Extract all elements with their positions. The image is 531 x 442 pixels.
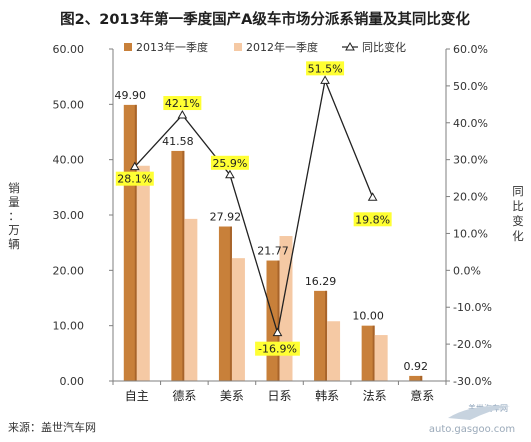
y2-tick-label: 0.0% — [453, 264, 481, 277]
yoy-marker — [272, 327, 283, 337]
yoy-marker — [129, 161, 140, 171]
yoy-label: 28.1% — [117, 173, 152, 186]
legend-label: 2013年一季度 — [136, 40, 208, 54]
y2-tick-label: 20.0% — [453, 191, 488, 204]
bar-2013q1-shade — [325, 290, 328, 381]
yoy-label-bg — [210, 155, 249, 170]
chart-title: 图2、2013年第一季度国产A级车市场分派系销量及其同比变化 — [60, 10, 470, 28]
y2-tick-label: -30.0% — [453, 375, 492, 388]
y2-axis-title-char: 化 — [512, 229, 524, 243]
bar-value-label: 21.77 — [257, 245, 289, 258]
bar-2012q1 — [231, 258, 245, 381]
y-tick-label: 20.00 — [53, 264, 85, 277]
yoy-label-bg — [306, 61, 345, 76]
bar-value-label: 16.29 — [305, 275, 337, 288]
y2-tick-label: -20.0% — [453, 338, 492, 351]
y-axis-left-title: 销量：万辆 — [8, 181, 20, 251]
y-tick-label: 30.00 — [53, 209, 85, 222]
y-tick-label: 60.00 — [53, 43, 85, 56]
bar-value-label: 0.92 — [403, 360, 428, 373]
legend-swatch — [234, 43, 242, 51]
yoy-label: 42.1% — [165, 97, 200, 110]
watermark-url: auto.gasgoo.com — [429, 424, 515, 435]
bar-2013q1 — [171, 150, 185, 381]
y-tick-label: 0.00 — [60, 375, 85, 388]
y2-axis-title-char: 变 — [512, 214, 524, 228]
x-category-label: 意系 — [410, 388, 434, 403]
bar-value-label: 27.92 — [210, 211, 242, 224]
y2-axis-title-char: 比 — [512, 199, 524, 213]
yoy-label: 19.8% — [355, 213, 390, 226]
y2-tick-label: 60.0% — [453, 43, 488, 56]
bar-2013q1 — [314, 290, 328, 381]
x-category-label: 美系 — [220, 389, 244, 403]
bar-2012q1 — [374, 335, 388, 381]
y-axis-title-char: 辆 — [8, 237, 20, 251]
yoy-line-path — [134, 78, 374, 333]
bar-2012q1 — [136, 165, 150, 381]
watermark-swoosh-icon — [448, 405, 510, 420]
bar-2013q1 — [218, 226, 232, 381]
x-category-label: 德系 — [172, 388, 196, 403]
watermark-logo: 盖世汽车网 auto.gasgoo.com — [429, 403, 515, 435]
y-axis-right-title: 同比变化 — [512, 184, 524, 243]
x-category-label: 自主 — [125, 389, 149, 403]
bar-2013q1-shade — [277, 260, 280, 381]
bar-2013q1-shade — [229, 226, 232, 381]
yoy-label-bg — [255, 341, 300, 356]
x-category-label: 法系 — [363, 389, 387, 403]
yoy-line: 28.1% 42.1% 25.9% -16.9% 51.5% 19.8% — [115, 61, 392, 356]
bar-2012q1 — [327, 321, 341, 381]
legend-swatch — [124, 43, 132, 51]
y-axis-title-char: 销 — [8, 181, 20, 195]
y-tick-label: 50.00 — [53, 98, 85, 111]
yoy-marker — [177, 110, 188, 119]
bar-value-label: 49.90 — [115, 89, 147, 102]
y2-axis-title-char: 同 — [512, 184, 524, 198]
bar-2013q1 — [361, 325, 375, 381]
y-axis-left: 0.00 10.00 20.00 30.00 40.00 50.00 60.00 — [53, 43, 114, 388]
y-axis-right: -30.0% -20.0% -10.0% 0.0% 10.0% 20.0% 30.0% 40.… — [445, 43, 492, 388]
yoy-label-bg — [115, 171, 154, 186]
bar-value-label: 10.00 — [352, 310, 384, 323]
yoy-label: -16.9% — [258, 343, 297, 356]
bar-2012q1 — [184, 218, 198, 381]
bar-2013q1 — [409, 375, 423, 381]
legend-marker — [345, 41, 355, 51]
yoy-label: 51.5% — [308, 62, 343, 75]
y-axis-title-char: 量 — [8, 195, 20, 209]
yoy-marker — [225, 169, 235, 179]
y-axis-title-char: 万 — [8, 223, 20, 237]
y2-tick-label: -10.0% — [453, 301, 492, 314]
bar-2013q1-shade — [134, 104, 137, 382]
legend: 2013年一季度 2012年一季度 同比变化 — [124, 40, 406, 54]
y-tick-label: 40.00 — [53, 154, 85, 167]
yoy-label-bg — [353, 212, 392, 227]
bar-2013q1-shade — [420, 375, 423, 381]
y2-tick-label: 40.0% — [453, 117, 488, 130]
y2-tick-label: 10.0% — [453, 227, 488, 240]
bar-2013q1-shade — [372, 325, 375, 381]
x-category-label: 韩系 — [315, 388, 339, 403]
legend-label: 同比变化 — [362, 40, 406, 54]
x-category-label: 日系 — [267, 389, 291, 403]
yoy-marker — [367, 192, 378, 201]
y2-tick-label: 30.0% — [453, 154, 488, 167]
yoy-marker — [320, 75, 330, 84]
x-axis: 自主 德系 美系 日系 韩系 法系 意系 — [112, 380, 447, 403]
y-tick-label: 10.00 — [53, 320, 85, 333]
legend-label: 2012年一季度 — [246, 40, 318, 54]
bars: 49.90 41.58 27.92 21.77 16.29 10.00 0.92 — [115, 89, 428, 382]
bar-value-label: 41.58 — [162, 135, 194, 148]
source-note: 来源：盖世汽车网 — [8, 420, 96, 434]
y-axis-title-char: ： — [8, 209, 20, 223]
bar-2013q1-shade — [182, 150, 185, 381]
y2-tick-label: 50.0% — [453, 80, 488, 93]
yoy-label-bg — [163, 96, 202, 111]
yoy-label: 25.9% — [212, 157, 247, 170]
